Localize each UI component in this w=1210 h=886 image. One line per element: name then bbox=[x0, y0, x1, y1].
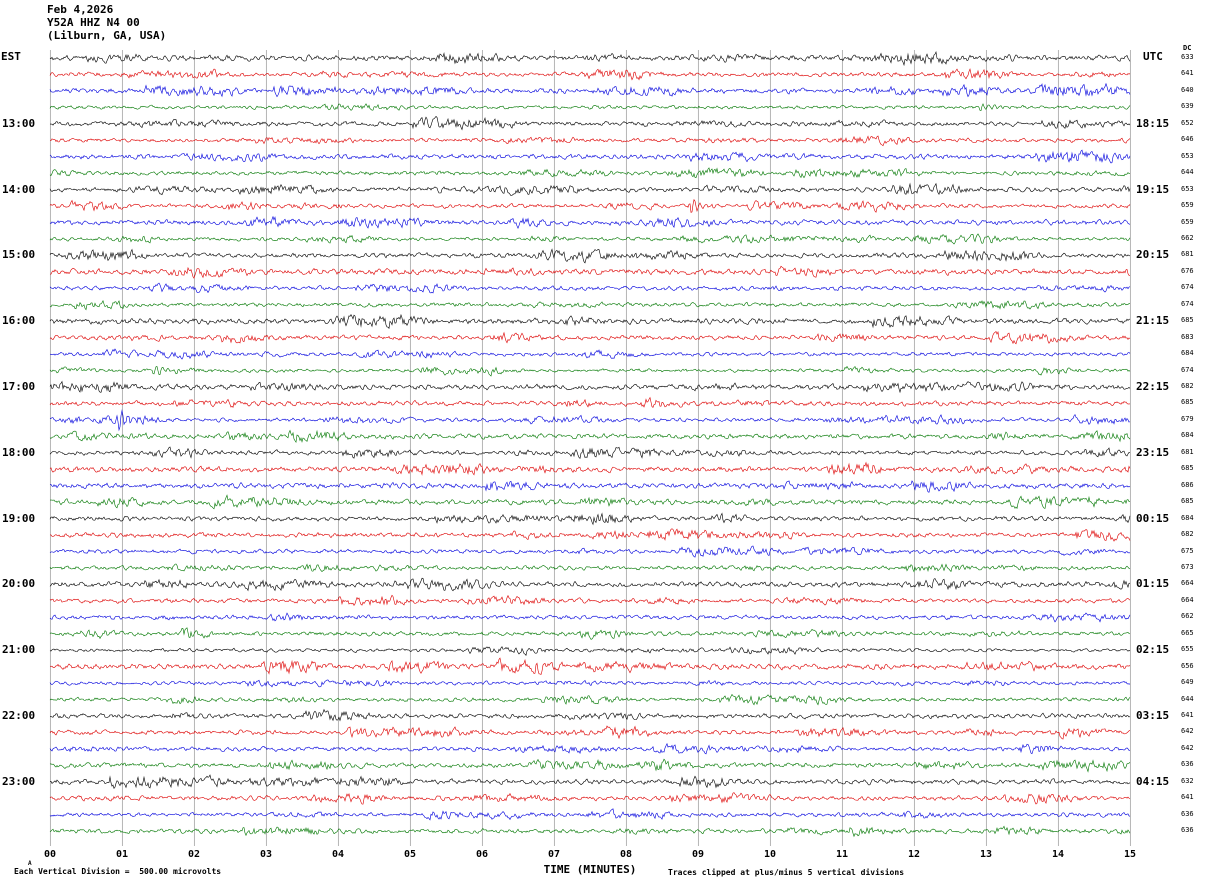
x-tick-label: 09 bbox=[691, 849, 705, 860]
utc-hour-label: 19:15 bbox=[1136, 182, 1170, 196]
dc-value: 682 bbox=[1181, 530, 1194, 539]
x-tick-label: 08 bbox=[619, 849, 633, 860]
dc-value: 682 bbox=[1181, 382, 1194, 390]
dc-value: 656 bbox=[1181, 661, 1194, 670]
dc-value: 636 bbox=[1181, 826, 1194, 835]
dc-value: 636 bbox=[1181, 809, 1194, 818]
dc-value: 664 bbox=[1181, 595, 1194, 604]
x-tick-label: 14 bbox=[1051, 849, 1065, 860]
est-hour-label: 18:00 bbox=[2, 445, 36, 459]
x-tick-label: 06 bbox=[475, 849, 489, 860]
dc-value: 644 bbox=[1181, 694, 1194, 703]
x-tick-label: 15 bbox=[1123, 849, 1137, 860]
x-tick-label: 12 bbox=[907, 849, 921, 860]
dc-value: 683 bbox=[1181, 332, 1194, 341]
dc-value: 675 bbox=[1181, 546, 1194, 555]
dc-value: 676 bbox=[1181, 266, 1194, 275]
dc-value: 685 bbox=[1181, 497, 1194, 506]
dc-value: 673 bbox=[1181, 562, 1194, 571]
dc-value: 674 bbox=[1181, 365, 1194, 374]
dc-value: 684 bbox=[1181, 513, 1194, 522]
footer-scale-note: Each Vertical Division = 500.00 microvol… bbox=[14, 867, 222, 876]
utc-hour-label: 03:15 bbox=[1136, 709, 1170, 722]
est-hour-label: 20:00 bbox=[2, 577, 36, 591]
dc-value: 685 bbox=[1181, 316, 1194, 325]
est-hour-label: 15:00 bbox=[2, 248, 36, 262]
est-hour-label: 22:00 bbox=[2, 709, 36, 722]
x-tick-label: 11 bbox=[835, 849, 849, 860]
utc-hour-label: 04:15 bbox=[1136, 774, 1170, 788]
dc-value: 641 bbox=[1181, 711, 1194, 719]
est-hour-label: 13:00 bbox=[2, 116, 36, 130]
x-tick-label: 01 bbox=[115, 849, 129, 860]
dc-value: 655 bbox=[1181, 645, 1194, 654]
dc-value: 636 bbox=[1181, 760, 1194, 769]
dc-value: 684 bbox=[1181, 349, 1194, 358]
dc-value: 646 bbox=[1181, 135, 1194, 144]
x-tick-label: 07 bbox=[547, 849, 561, 860]
dc-value: 664 bbox=[1181, 579, 1194, 588]
x-axis-title: TIME (MINUTES) bbox=[543, 863, 637, 876]
dc-value: 662 bbox=[1181, 612, 1194, 621]
dc-value: 642 bbox=[1181, 727, 1194, 736]
dc-value: 662 bbox=[1181, 233, 1194, 242]
utc-hour-label: 23:15 bbox=[1136, 445, 1170, 459]
dc-value: 681 bbox=[1181, 447, 1194, 456]
dc-value: 644 bbox=[1181, 168, 1194, 177]
corner-mark: A bbox=[28, 860, 32, 867]
est-hour-label: 23:00 bbox=[2, 774, 36, 788]
dc-value: 653 bbox=[1181, 184, 1194, 193]
x-tick-label: 13 bbox=[979, 849, 993, 860]
dc-value: 649 bbox=[1181, 678, 1194, 687]
dc-value: 674 bbox=[1181, 299, 1194, 308]
utc-hour-label: 21:15 bbox=[1136, 314, 1170, 328]
dc-value: 679 bbox=[1181, 414, 1194, 423]
x-tick-label: 05 bbox=[403, 849, 417, 860]
dc-value: 686 bbox=[1181, 480, 1194, 489]
dc-value: 640 bbox=[1181, 85, 1194, 94]
x-tick-label: 04 bbox=[331, 849, 345, 860]
dc-value: 665 bbox=[1181, 628, 1194, 637]
est-hour-label: 17:00 bbox=[2, 380, 36, 393]
est-hour-label: 21:00 bbox=[2, 643, 36, 657]
x-tick-label: 03 bbox=[259, 849, 273, 860]
x-tick-label: 02 bbox=[187, 849, 201, 860]
dc-value: 659 bbox=[1181, 217, 1194, 226]
dc-value: 641 bbox=[1181, 793, 1194, 802]
est-hour-label: 14:00 bbox=[2, 182, 36, 196]
est-hour-label: 16:00 bbox=[2, 314, 36, 328]
dc-value: 659 bbox=[1181, 201, 1194, 210]
dc-value: 685 bbox=[1181, 464, 1194, 473]
utc-hour-label: 18:15 bbox=[1136, 116, 1170, 130]
dc-value: 641 bbox=[1181, 69, 1194, 78]
dc-value: 684 bbox=[1181, 431, 1194, 440]
dc-value: 674 bbox=[1181, 283, 1194, 292]
utc-hour-label: 02:15 bbox=[1136, 643, 1170, 657]
dc-value: 642 bbox=[1181, 743, 1194, 752]
dc-value: 633 bbox=[1181, 53, 1194, 61]
utc-hour-label: 00:15 bbox=[1136, 511, 1170, 525]
x-tick-label: 00 bbox=[43, 849, 57, 860]
dc-value: 653 bbox=[1181, 151, 1194, 160]
dc-value: 685 bbox=[1181, 398, 1194, 407]
dc-value: 652 bbox=[1181, 118, 1194, 127]
utc-hour-label: 20:15 bbox=[1136, 248, 1170, 262]
est-hour-label: 19:00 bbox=[2, 511, 36, 525]
dc-value: 681 bbox=[1181, 250, 1194, 259]
utc-hour-label: 22:15 bbox=[1136, 380, 1170, 393]
x-tick-label: 10 bbox=[763, 849, 777, 860]
dc-value: 632 bbox=[1181, 776, 1194, 785]
footer-clip-note: Traces clipped at plus/minus 5 vertical … bbox=[668, 868, 905, 877]
utc-hour-label: 01:15 bbox=[1136, 577, 1170, 591]
dc-value: 639 bbox=[1181, 102, 1194, 111]
